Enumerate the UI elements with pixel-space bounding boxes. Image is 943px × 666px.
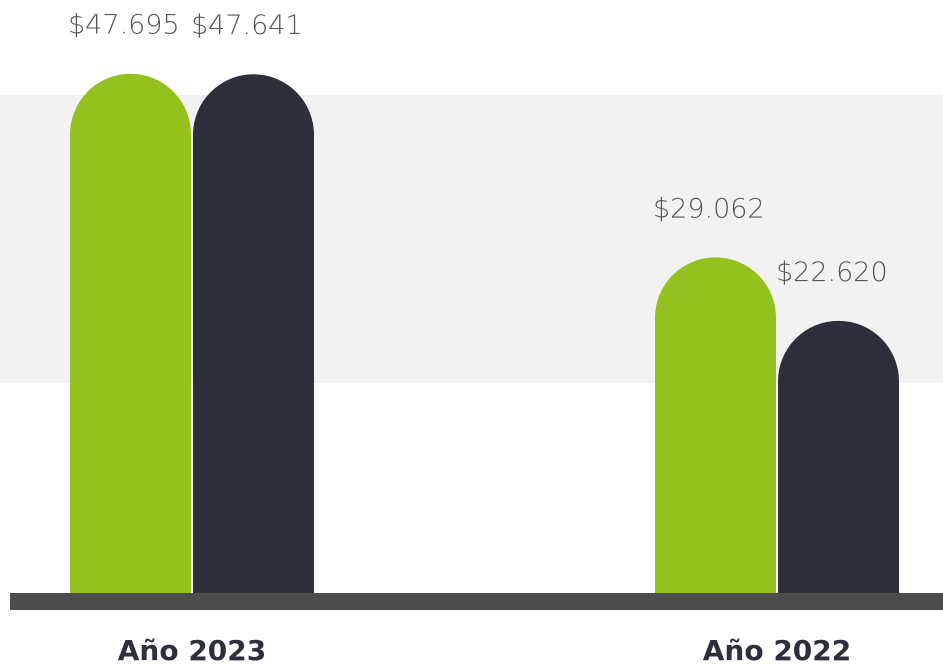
- value-label: $47.695: [68, 10, 180, 41]
- bar: [655, 257, 776, 593]
- x-tick-label: Año 2023: [118, 634, 267, 666]
- value-label: $22.620: [776, 257, 888, 288]
- value-label: $29.062: [653, 193, 765, 224]
- x-tick-label: Año 2022: [703, 634, 852, 666]
- value-label: $47.641: [191, 10, 303, 41]
- bar: [70, 73, 191, 594]
- bar: [193, 74, 314, 593]
- bar: [778, 320, 899, 593]
- baseline: [10, 593, 943, 610]
